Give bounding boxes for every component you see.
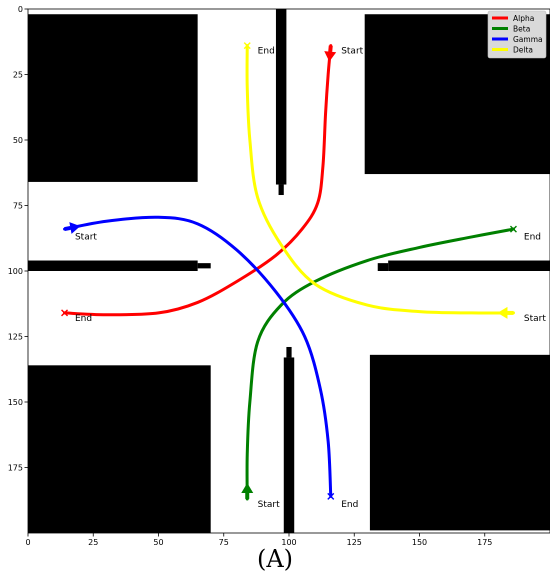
- alpha-start-arrow-shaft: [328, 45, 333, 52]
- y-tick-label: 125: [8, 333, 23, 342]
- x-tick-label: 50: [153, 538, 163, 545]
- obstacle-bottom-left-block: [28, 365, 211, 533]
- x-tick-label: 125: [347, 538, 362, 545]
- obstacle-left-wall-stub: [197, 263, 211, 269]
- annotation-start: Start: [258, 500, 280, 510]
- x-tick-label: 25: [88, 538, 98, 545]
- annotation-end: End: [75, 314, 92, 324]
- obstacle-left-wall: [28, 260, 198, 271]
- obstacle-top-left-block: [28, 14, 198, 182]
- y-tick-label: 175: [8, 464, 23, 473]
- beta-start-arrow-head: [241, 482, 254, 493]
- figure-caption: (A): [256, 545, 294, 573]
- delta-path-line: [245, 44, 515, 315]
- obstacle-bottom-wall: [283, 357, 295, 533]
- annotation-start: Start: [75, 233, 97, 243]
- annotation-start: Start: [524, 314, 546, 324]
- x-tick-label: 75: [219, 538, 229, 545]
- obstacle-right-wall: [388, 260, 550, 271]
- annotations-layer: Start End Start End End Start Start End: [75, 47, 546, 510]
- x-tick-label: 0: [25, 538, 30, 545]
- axes-layer: 0 25 50 75 100 125 150 175 0 25 50 75 100 125 150 175: [8, 5, 550, 545]
- legend-label-beta: Beta: [513, 25, 530, 34]
- y-tick-label: 50: [13, 136, 23, 145]
- series-layer: [61, 42, 517, 501]
- annotation-end: End: [341, 500, 358, 510]
- gamma-path-line: [63, 215, 333, 498]
- obstacles-layer: [28, 9, 550, 533]
- gamma-start-arrow-head: [69, 222, 81, 234]
- delta-end-marker: [243, 42, 251, 50]
- alpha-end-marker: [61, 309, 69, 317]
- legend-label-gamma: Gamma: [513, 35, 543, 44]
- gamma-end-marker: [327, 492, 335, 500]
- obstacle-bottom-right-block: [369, 354, 550, 531]
- beta-end-marker: [509, 225, 517, 233]
- y-tick-label: 25: [13, 71, 23, 80]
- delta-start-arrow-head: [497, 306, 508, 319]
- gamma-start-arrow-shaft: [64, 226, 71, 232]
- obstacle-top-wall: [275, 9, 287, 185]
- beta-path-line: [245, 227, 515, 501]
- x-tick-label: 175: [477, 538, 492, 545]
- y-tick-label: 75: [13, 202, 23, 211]
- x-tick-label: 100: [281, 538, 296, 545]
- alpha-path-line: [63, 44, 333, 317]
- x-tick-label: 150: [412, 538, 427, 545]
- y-tick-label: 100: [8, 267, 23, 276]
- obstacle-right-wall-stub: [377, 263, 389, 271]
- annotation-start: Start: [341, 47, 363, 57]
- legend-box: [487, 10, 547, 59]
- obstacle-top-wall-stub: [278, 184, 284, 196]
- obstacle-bottom-wall-stub: [286, 346, 292, 358]
- path-plot: Start End Start End End Start Start End 0 25 50 75…: [8, 5, 550, 545]
- legend-label-alpha: Alpha: [513, 14, 534, 23]
- y-tick-label: 0: [18, 5, 23, 14]
- annotation-end: End: [524, 233, 541, 243]
- alpha-start-arrow-head: [324, 51, 337, 62]
- y-tick-label: 150: [8, 398, 23, 407]
- legend-label-delta: Delta: [513, 46, 533, 55]
- annotation-end: End: [258, 47, 275, 57]
